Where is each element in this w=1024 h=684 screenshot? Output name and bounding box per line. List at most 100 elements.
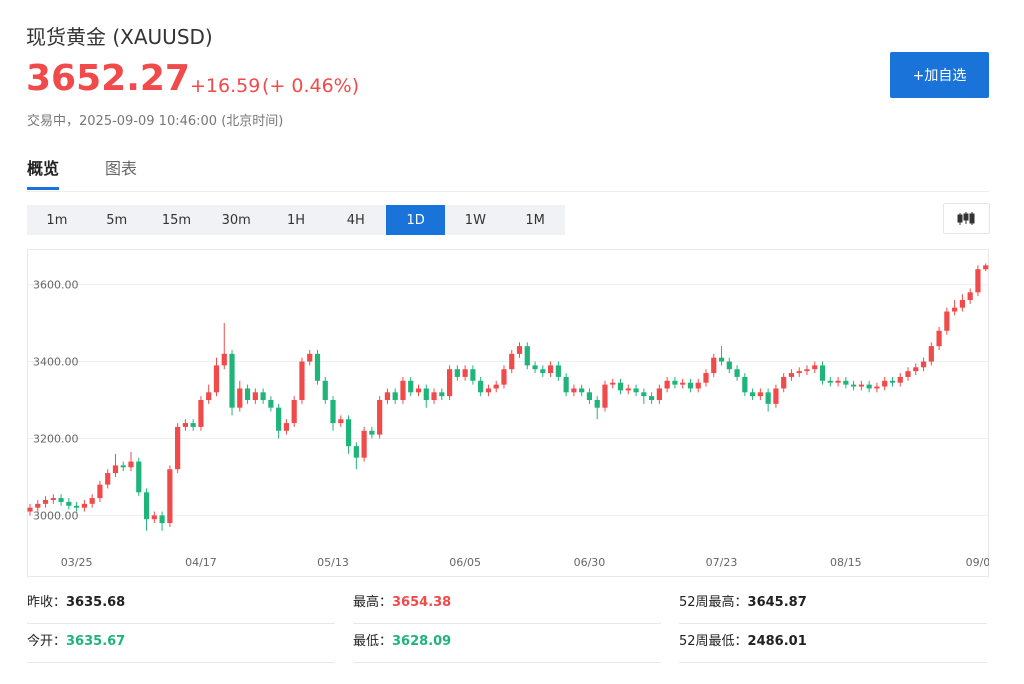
interval-button[interactable]: 5m [106, 212, 128, 228]
candle-body [610, 382, 616, 385]
candle-body [843, 380, 849, 385]
interval-button[interactable]: 1W [464, 212, 486, 228]
candle-body [89, 498, 95, 504]
candle-body [812, 365, 818, 370]
candle-body [330, 400, 336, 424]
candle-body [540, 369, 546, 374]
candle-body [97, 484, 103, 499]
interval-button[interactable]: 1D [385, 205, 446, 235]
change: +16.59 [190, 75, 261, 97]
interval-button[interactable]: 1m [46, 212, 68, 228]
candle-body [656, 388, 662, 400]
x-tick-label: 08/15 [830, 556, 862, 569]
candle-body [641, 392, 647, 397]
candle-body [345, 419, 352, 447]
candle-body [260, 392, 266, 400]
candle-body [524, 346, 530, 366]
candle-body [858, 384, 864, 387]
status: 交易中，2025-09-09 10:46:00 (北京时间) [27, 114, 284, 129]
candle-body [866, 384, 872, 389]
candle-body [369, 430, 375, 435]
candle-body [175, 426, 181, 470]
x-tick-label: 06/30 [574, 556, 606, 569]
candle-body [415, 388, 422, 393]
interval-button[interactable]: 1H [286, 212, 306, 228]
interval-button[interactable]: 30m [221, 212, 251, 228]
stat-value: 3635.67 [66, 634, 126, 649]
candle-body [625, 388, 631, 391]
candle-icon [957, 212, 975, 225]
x-tick-label: 07/23 [706, 556, 738, 569]
stat: 最低：3628.09 [353, 630, 661, 663]
candle-body [804, 369, 810, 372]
candle-body [765, 392, 771, 404]
candle-body [718, 357, 725, 362]
candle-body [81, 503, 87, 508]
candle-body [198, 400, 204, 427]
candle-body [27, 507, 33, 512]
candle-body [307, 353, 313, 362]
candle-body [314, 353, 321, 381]
candle-body [547, 365, 554, 374]
candle-body [454, 369, 460, 377]
candle-body [299, 361, 305, 400]
candle-body [936, 330, 942, 347]
candle-body [757, 392, 763, 397]
candle-body [874, 386, 880, 389]
stat-value: 2486.01 [747, 634, 807, 649]
stat: 最高：3654.38 [353, 591, 661, 624]
candle-body [788, 373, 795, 377]
candle-body [750, 392, 756, 397]
candle-body [462, 369, 468, 377]
candle-body [182, 423, 188, 427]
candle-body [229, 353, 235, 408]
candle-body [120, 465, 126, 468]
candle-body [687, 382, 694, 389]
candle-body [952, 307, 958, 312]
candle-body [928, 346, 934, 362]
stat: 今开：3635.67 [27, 630, 335, 663]
candle-body [190, 423, 196, 427]
candle-body [920, 361, 927, 368]
chart-type-button[interactable] [943, 203, 990, 234]
candle-body [206, 392, 212, 400]
candle-body [967, 292, 973, 300]
y-tick-label: 3000.00 [33, 509, 79, 522]
watchlist-button[interactable]: +加自选 [890, 52, 989, 98]
candle-body [827, 380, 833, 383]
candle-body [672, 380, 678, 385]
candle-body [571, 388, 577, 393]
candle-body [983, 265, 989, 270]
candle-body [237, 388, 243, 408]
x-tick-label: 09/0 [966, 556, 989, 569]
candle-body [509, 353, 515, 370]
candle-body [105, 473, 111, 485]
interval-button[interactable]: 4H [346, 212, 365, 228]
candle-body [493, 384, 499, 389]
candle-body [913, 367, 919, 372]
candle-body [649, 396, 655, 400]
candle-body [711, 357, 717, 374]
stat-label: 昨收： [27, 595, 67, 610]
interval-button[interactable]: 1M [525, 212, 545, 228]
price: 3652.27 [26, 58, 190, 99]
candle-body [112, 465, 119, 474]
candle-body [213, 365, 220, 393]
candle-body [602, 384, 608, 408]
candle-body [167, 469, 173, 524]
candle-body [516, 346, 523, 354]
candle-body [353, 446, 359, 458]
tab[interactable]: 概览 [27, 155, 60, 190]
stat-label: 最低： [353, 634, 393, 649]
tab[interactable]: 图表 [105, 159, 138, 178]
stat-value: 3654.38 [392, 595, 452, 610]
candle-body [703, 373, 709, 383]
title: 现货黄金 (XAUUSD) [26, 25, 213, 49]
candle-body [400, 380, 406, 400]
interval-button[interactable]: 15m [161, 212, 192, 228]
candle-body [882, 380, 888, 387]
candle-body [563, 376, 569, 393]
candle-body [485, 388, 492, 393]
candle-body [50, 498, 56, 500]
